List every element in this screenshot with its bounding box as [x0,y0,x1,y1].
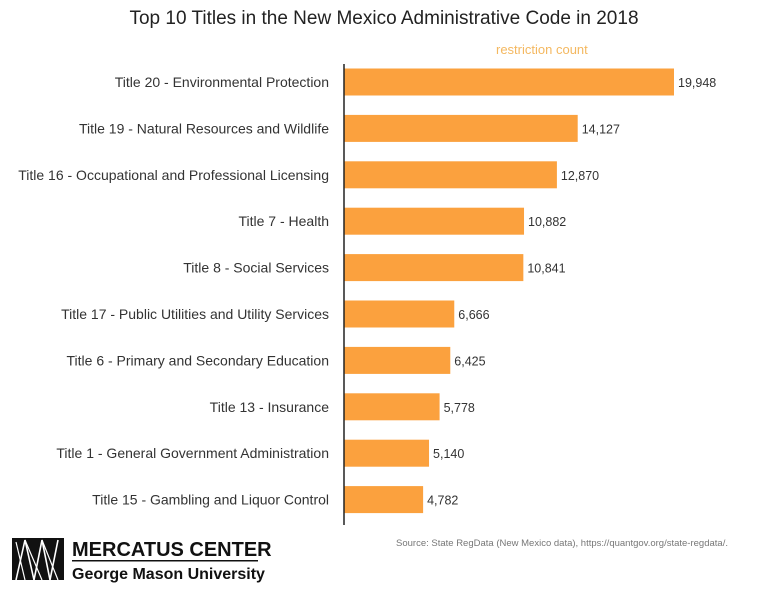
data-label: 10,882 [528,215,566,229]
data-label: 6,666 [458,308,489,322]
category-label: Title 19 - Natural Resources and Wildlif… [79,120,329,136]
data-label: 6,425 [454,354,485,368]
bar [344,393,440,421]
category-label: Title 17 - Public Utilities and Utility … [61,306,329,322]
logo-line2: George Mason University [72,566,265,583]
category-label: Title 7 - Health [238,213,329,229]
category-label: Title 8 - Social Services [183,260,329,276]
bar [344,68,674,96]
logo-mark-icon [12,538,64,581]
data-label: 19,948 [678,76,716,90]
category-label: Title 16 - Occupational and Professional… [18,167,329,183]
data-label: 4,782 [427,494,458,508]
category-label: Title 6 - Primary and Secondary Educatio… [67,352,330,368]
logo-line1: MERCATUS CENTER [72,539,272,561]
bar [344,254,524,282]
category-label: Title 20 - Environmental Protection [115,74,329,90]
data-label: 5,140 [433,447,464,461]
source-note: Source: State RegData (New Mexico data),… [396,538,728,549]
series-label: restriction count [496,42,588,57]
bar [344,346,451,374]
category-label: Title 15 - Gambling and Liquor Control [92,492,329,508]
bar [344,114,578,142]
chart-title: Top 10 Titles in the New Mexico Administ… [129,8,639,29]
data-label: 10,841 [527,262,565,276]
data-label: 12,870 [561,169,599,183]
bar [344,439,430,467]
data-label: 5,778 [444,401,475,415]
data-label: 14,127 [582,122,620,136]
category-label: Title 1 - General Government Administrat… [56,445,329,461]
bar [344,207,525,235]
bar [344,300,455,328]
bar [344,486,424,514]
category-label: Title 13 - Insurance [210,399,330,415]
mercatus-logo: MERCATUS CENTER George Mason University [12,538,272,583]
bar [344,161,557,189]
